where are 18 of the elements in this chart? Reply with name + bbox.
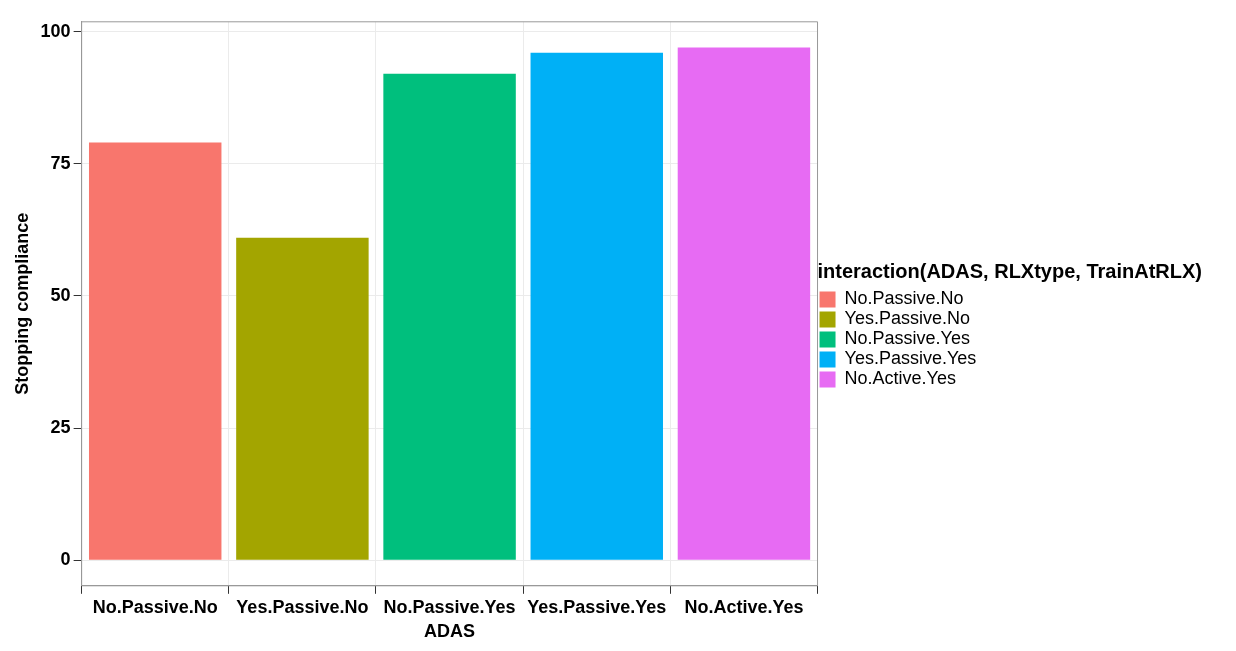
legend-label: No.Passive.No — [844, 288, 964, 309]
x-tick-label: No.Passive.No — [92, 596, 218, 617]
legend-label: Yes.Passive.No — [844, 308, 970, 329]
y-tick-label: 75 — [50, 152, 71, 173]
legend-label: No.Passive.Yes — [844, 328, 970, 349]
legend-label: Yes.Passive.Yes — [844, 348, 977, 369]
x-tick-label: No.Passive.Yes — [383, 596, 516, 617]
y-axis-title: Stopping compliance — [11, 212, 32, 395]
y-tick-label: 50 — [50, 284, 71, 305]
x-tick-label: Yes.Passive.Yes — [527, 596, 667, 617]
x-axis-title: ADAS — [424, 621, 476, 642]
x-tick-label: Yes.Passive.No — [236, 596, 369, 617]
x-tick-label: No.Active.Yes — [684, 596, 804, 617]
legend-label: No.Active.Yes — [844, 368, 956, 389]
y-tick-label: 100 — [40, 20, 71, 41]
y-tick-label: 25 — [50, 416, 71, 437]
legend-title: interaction(ADAS, RLXtype, TrainAtRLX) — [817, 260, 1203, 283]
y-tick-label: 0 — [60, 549, 71, 570]
